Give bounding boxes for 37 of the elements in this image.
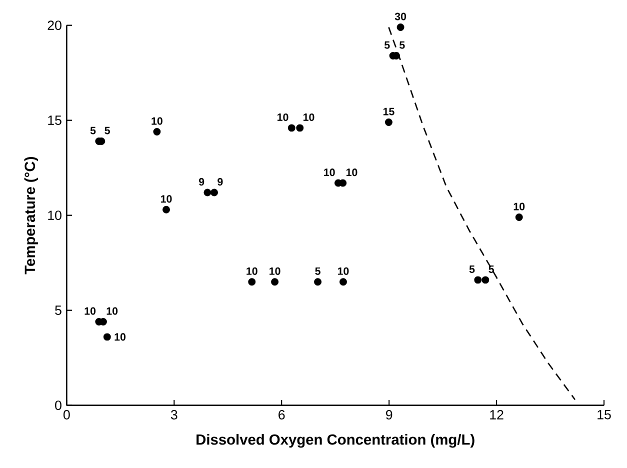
annotation: 15 — [383, 108, 394, 116]
annotation: 10 — [278, 113, 288, 121]
annotation: 5 — [488, 266, 494, 273]
x-tick-label: 0 — [63, 410, 70, 420]
annotation: 10 — [514, 202, 525, 210]
annotation: 30 — [394, 12, 406, 20]
x-tick-label: 3 — [170, 410, 178, 420]
y-tick-label: 0 — [55, 400, 62, 410]
annotation: 10 — [106, 307, 118, 315]
annotation: 10 — [303, 113, 314, 121]
annotation: 5 — [104, 126, 110, 134]
annotation: 5 — [90, 126, 96, 134]
x-tick-label: 12 — [490, 410, 504, 420]
annotation: 9 — [218, 178, 223, 186]
x-axis-title: Dissolved Oxygen Concentration (mg/L) — [196, 434, 474, 448]
y-tick-label: 5 — [55, 306, 62, 315]
annotation: 10 — [338, 267, 349, 275]
y-tick-label: 10 — [48, 210, 62, 220]
y-tick-label: 20 — [48, 20, 62, 30]
x-tick-label: 9 — [386, 410, 392, 420]
annotation: 9 — [198, 178, 204, 186]
annotation: 5 — [400, 41, 405, 49]
annotation: 10 — [246, 267, 258, 275]
y-axis-title: Temperature (°C) — [24, 157, 38, 274]
annotation: 10 — [346, 168, 358, 176]
annotation: 10 — [84, 307, 96, 315]
annotation: 5 — [315, 267, 320, 275]
annotation: 10 — [324, 168, 335, 176]
x-tick-label: 15 — [598, 410, 611, 420]
x-tick-label: 6 — [278, 410, 285, 420]
annotation: 10 — [152, 117, 162, 125]
annotation: 5 — [469, 266, 475, 273]
y-tick-label: 15 — [48, 116, 62, 125]
annotation: 5 — [384, 41, 390, 49]
annotation: 10 — [270, 267, 280, 275]
annotation: 10 — [114, 333, 126, 341]
annotation: 10 — [160, 195, 172, 203]
